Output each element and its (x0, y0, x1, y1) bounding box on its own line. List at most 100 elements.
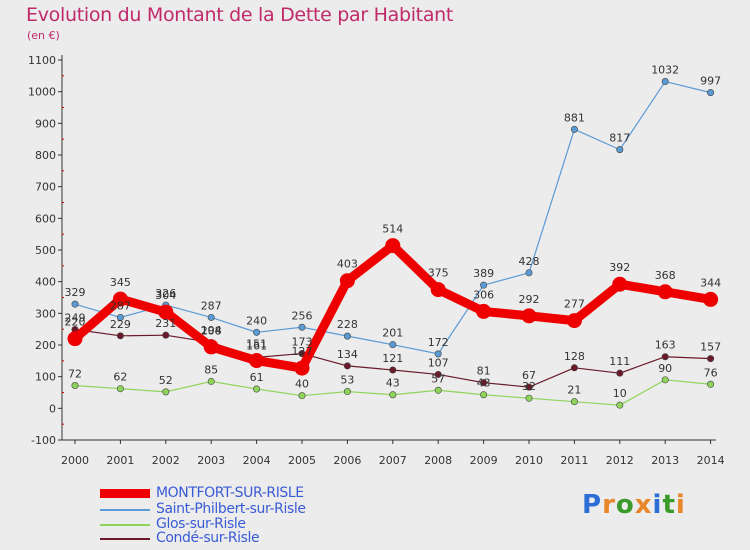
data-point (525, 269, 533, 277)
data-label: 61 (250, 371, 264, 384)
data-label: 107 (428, 356, 449, 369)
data-point (707, 355, 715, 363)
legend-label: Saint-Philbert-sur-Risle (156, 501, 306, 517)
data-point (570, 398, 578, 406)
legend-swatch (100, 508, 150, 511)
legend-label: MONTFORT-SUR-RISLE (156, 485, 304, 501)
data-point (570, 125, 578, 133)
data-label: 21 (567, 384, 581, 397)
x-tick-label: 2004 (243, 454, 271, 467)
data-point (67, 331, 83, 347)
x-tick-label: 2006 (333, 454, 361, 467)
data-point (389, 366, 397, 374)
data-point (253, 385, 261, 393)
data-label: 277 (564, 298, 585, 311)
x-tick-label: 2002 (152, 454, 180, 467)
data-point (71, 382, 79, 390)
proxiti-logo: Proxiti (582, 490, 686, 520)
y-tick-label: 200 (35, 339, 56, 352)
data-point (343, 362, 351, 370)
data-point (253, 328, 261, 336)
data-point (203, 339, 219, 355)
data-label: 72 (68, 368, 82, 381)
x-tick-label: 2001 (106, 454, 134, 467)
x-tick-label: 2009 (470, 454, 498, 467)
data-label: 208 (201, 324, 222, 337)
data-label: 326 (155, 287, 176, 300)
y-tick-label: 800 (35, 149, 56, 162)
data-point (612, 276, 628, 292)
data-label: 173 (292, 336, 313, 349)
data-label: 128 (564, 350, 585, 363)
data-point (162, 331, 170, 339)
data-label: 161 (246, 339, 267, 352)
legend-swatch (100, 537, 150, 540)
logo-letter: r (602, 490, 616, 520)
data-point (661, 376, 669, 384)
data-label: 249 (65, 311, 86, 324)
data-label: 43 (386, 377, 400, 390)
data-point (116, 313, 124, 321)
data-label: 220 (65, 316, 86, 329)
data-point (703, 291, 719, 307)
data-label: 228 (337, 318, 358, 331)
data-point (476, 303, 492, 319)
series-glos-sur-risle (71, 376, 715, 409)
data-label: 304 (155, 289, 176, 302)
data-label: 1032 (651, 64, 679, 77)
y-tick-label: 300 (35, 307, 56, 320)
data-label: 240 (246, 314, 267, 327)
y-tick-label: 700 (35, 181, 56, 194)
series-montfort-sur-risle (67, 238, 719, 376)
data-label: 157 (700, 341, 721, 354)
data-point (521, 308, 537, 324)
data-point (389, 341, 397, 349)
unit-label: (en €) (27, 29, 60, 42)
x-tick-label: 2008 (424, 454, 452, 467)
data-point (616, 401, 624, 409)
legend-label: Condé-sur-Risle (156, 530, 260, 546)
data-label: 172 (428, 336, 449, 349)
data-label: 121 (382, 352, 403, 365)
data-label: 10 (613, 387, 627, 400)
data-point (480, 379, 488, 387)
data-label: 76 (704, 366, 718, 379)
data-label: 292 (519, 293, 540, 306)
data-label: 287 (201, 299, 222, 312)
data-point (525, 394, 533, 402)
y-tick-label: 1000 (28, 86, 56, 99)
data-point (434, 370, 442, 378)
x-tick-label: 2005 (288, 454, 316, 467)
data-label: 81 (477, 365, 491, 378)
data-point (116, 385, 124, 393)
legend-swatch (100, 489, 150, 498)
data-point (298, 323, 306, 331)
data-label: 375 (428, 267, 449, 280)
data-point (385, 238, 401, 254)
data-point (434, 350, 442, 358)
y-tick-label: 400 (35, 276, 56, 289)
data-label: 287 (110, 299, 131, 312)
data-label: 817 (609, 132, 630, 145)
data-point (339, 273, 355, 289)
data-label: 90 (658, 362, 672, 375)
data-label: 111 (609, 355, 630, 368)
y-tick-label: -100 (31, 434, 56, 447)
data-label: 306 (473, 288, 494, 301)
x-tick-label: 2013 (651, 454, 679, 467)
data-label: 43 (477, 377, 491, 390)
data-point (566, 313, 582, 329)
data-label: 231 (155, 317, 176, 330)
y-tick-label: 900 (35, 117, 56, 130)
logo-letter: o (615, 490, 635, 520)
data-point (162, 388, 170, 396)
series-saint-philbert-sur-risle (71, 78, 715, 358)
data-point (249, 353, 265, 369)
data-point (707, 380, 715, 388)
data-label: 67 (522, 369, 536, 382)
data-label: 134 (337, 348, 358, 361)
data-point (207, 313, 215, 321)
data-label: 151 (246, 338, 267, 351)
data-point (525, 383, 533, 391)
data-point (430, 282, 446, 298)
